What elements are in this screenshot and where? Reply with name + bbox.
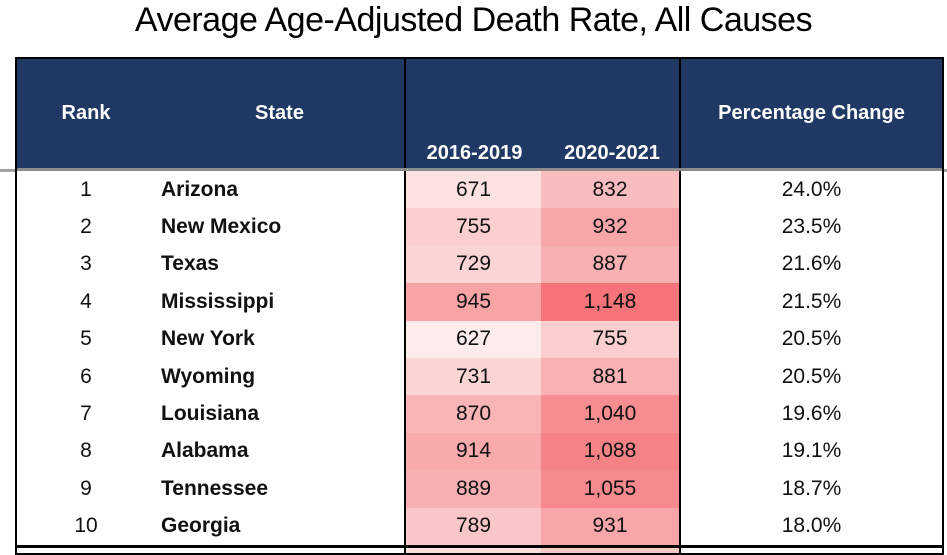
cell-rate-2020-2021: 932 bbox=[541, 208, 679, 246]
cell-rate-2020-2021: 1,040 bbox=[541, 395, 679, 433]
header-section-periods: 2016-2019 2020-2021 bbox=[404, 59, 679, 168]
header-section-percentage-change: Percentage Change bbox=[679, 59, 942, 168]
cell-rank: 1 bbox=[80, 177, 92, 201]
table-row: 10 Georgia 789 931 18.0% bbox=[17, 507, 942, 545]
partial-cell-rank bbox=[17, 548, 155, 553]
cell-state: New Mexico bbox=[161, 215, 282, 239]
cell-state: New York bbox=[161, 327, 255, 351]
cell-state: Texas bbox=[161, 252, 219, 276]
cell-rate-2020-2021: 887 bbox=[541, 245, 679, 284]
cell-state: Mississippi bbox=[161, 289, 275, 313]
header-rank: Rank bbox=[61, 102, 111, 124]
header-section-rank-state: Rank State bbox=[17, 59, 404, 168]
partial-cell-state bbox=[155, 548, 404, 553]
cell-state: Wyoming bbox=[161, 364, 256, 388]
cell-rank: 10 bbox=[74, 514, 98, 538]
cell-state: Louisiana bbox=[161, 402, 260, 426]
cell-percentage-change: 24.0% bbox=[679, 171, 942, 209]
cell-rate-2016-2019: 731 bbox=[404, 357, 541, 396]
cell-rate-2016-2019: 789 bbox=[404, 507, 541, 545]
table-body: 1 Arizona 671 832 24.0% 2 New Mexico 755… bbox=[17, 171, 942, 545]
partial-cell-rate1 bbox=[404, 547, 541, 553]
cell-state: Georgia bbox=[161, 514, 241, 538]
cell-state: Arizona bbox=[161, 177, 239, 201]
cell-percentage-change: 18.0% bbox=[679, 507, 942, 545]
cell-rank: 2 bbox=[80, 215, 92, 239]
cell-state: Tennessee bbox=[161, 476, 268, 500]
cell-state: Alabama bbox=[161, 439, 249, 463]
cell-percentage-change: 20.5% bbox=[679, 320, 942, 358]
cell-rank: 3 bbox=[80, 252, 92, 276]
table-row: 5 New York 627 755 20.5% bbox=[17, 320, 942, 358]
table-row: 2 New Mexico 755 932 23.5% bbox=[17, 208, 942, 246]
header-state: State bbox=[255, 102, 304, 124]
page-title: Average Age-Adjusted Death Rate, All Cau… bbox=[134, 1, 813, 39]
cell-rank: 6 bbox=[80, 364, 92, 388]
cell-rate-2016-2019: 671 bbox=[404, 171, 541, 209]
cell-rate-2020-2021: 881 bbox=[541, 357, 679, 396]
cell-percentage-change: 19.6% bbox=[679, 395, 942, 433]
table-row: 3 Texas 729 887 21.6% bbox=[17, 245, 942, 284]
cell-rate-2016-2019: 870 bbox=[404, 395, 541, 433]
cell-rate-2016-2019: 755 bbox=[404, 208, 541, 246]
cell-rate-2020-2021: 1,148 bbox=[541, 283, 679, 321]
header-percentage-change: Percentage Change bbox=[718, 102, 905, 124]
cell-rate-2020-2021: 1,088 bbox=[541, 432, 679, 471]
partial-row-cutoff bbox=[17, 544, 942, 553]
cell-rate-2016-2019: 889 bbox=[404, 470, 541, 508]
cell-percentage-change: 20.5% bbox=[679, 357, 942, 396]
death-rate-table: Rank State 2016-2019 2020-2021 Percentag… bbox=[15, 57, 944, 555]
cell-rank: 5 bbox=[80, 327, 92, 351]
cell-percentage-change: 21.6% bbox=[679, 245, 942, 284]
cell-percentage-change: 18.7% bbox=[679, 470, 942, 508]
header-period-2016-2019: 2016-2019 bbox=[426, 142, 523, 164]
header-period-2020-2021: 2020-2021 bbox=[564, 142, 660, 164]
cell-rate-2016-2019: 914 bbox=[404, 432, 541, 471]
table-row: 8 Alabama 914 1,088 19.1% bbox=[17, 432, 942, 471]
table-row: 9 Tennessee 889 1,055 18.7% bbox=[17, 470, 942, 508]
cell-percentage-change: 21.5% bbox=[679, 283, 942, 321]
table-row: 6 Wyoming 731 881 20.5% bbox=[17, 357, 942, 396]
cell-percentage-change: 23.5% bbox=[679, 208, 942, 246]
partial-cell-rate2 bbox=[541, 547, 679, 553]
cell-rate-2016-2019: 627 bbox=[404, 320, 541, 358]
cell-rate-2016-2019: 945 bbox=[404, 283, 541, 321]
cell-rate-2016-2019: 729 bbox=[404, 245, 541, 284]
cell-rank: 7 bbox=[80, 402, 92, 426]
cell-rate-2020-2021: 755 bbox=[541, 320, 679, 358]
cell-rank: 9 bbox=[80, 476, 92, 500]
table-header: Rank State 2016-2019 2020-2021 Percentag… bbox=[17, 59, 942, 171]
table-row: 7 Louisiana 870 1,040 19.6% bbox=[17, 395, 942, 433]
cell-rate-2020-2021: 832 bbox=[541, 171, 679, 209]
cell-rate-2020-2021: 931 bbox=[541, 507, 679, 545]
partial-cell-pct bbox=[679, 547, 942, 553]
cell-rate-2020-2021: 1,055 bbox=[541, 470, 679, 508]
cell-rank: 4 bbox=[80, 289, 92, 313]
cell-percentage-change: 19.1% bbox=[679, 432, 942, 471]
cell-rank: 8 bbox=[80, 439, 92, 463]
table-row: 1 Arizona 671 832 24.0% bbox=[17, 171, 942, 209]
table-row: 4 Mississippi 945 1,148 21.5% bbox=[17, 283, 942, 321]
